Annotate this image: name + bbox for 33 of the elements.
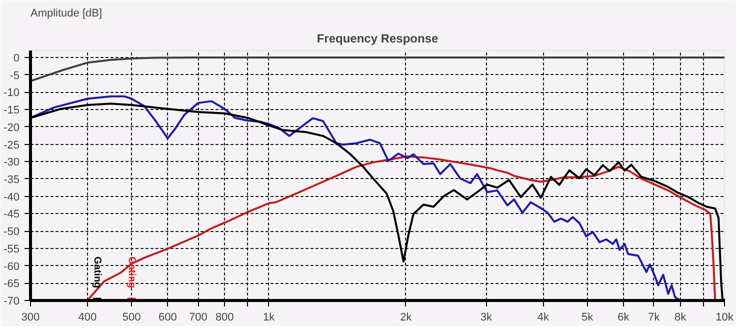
y-tick-label: -50 bbox=[4, 226, 20, 238]
y-axis-title: Amplitude [dB] bbox=[30, 8, 102, 20]
y-tick-label: -35 bbox=[4, 174, 20, 186]
x-tick-label: 300 bbox=[21, 312, 40, 324]
x-tick-label: 400 bbox=[78, 312, 97, 324]
x-tick-label: 6k bbox=[618, 312, 630, 324]
y-tick-label: -60 bbox=[4, 260, 20, 273]
x-tick-label: 500 bbox=[122, 312, 141, 324]
y-tick-label: -55 bbox=[4, 243, 20, 256]
x-tick-label: 4k bbox=[537, 312, 550, 324]
chart-title: Frequency Response bbox=[316, 32, 439, 46]
x-tick-label: 2k bbox=[400, 312, 412, 324]
x-tick-label: 800 bbox=[215, 312, 234, 324]
x-tick-label: 3k bbox=[480, 312, 493, 324]
annotation: Gating bbox=[92, 256, 103, 288]
x-tick-label: 5k bbox=[582, 312, 594, 324]
y-tick-label: -70 bbox=[4, 296, 20, 308]
x-tick-label: 7k bbox=[648, 312, 660, 324]
y-tick-label: 0 bbox=[13, 52, 20, 64]
x-tick-label: 700 bbox=[189, 312, 208, 324]
x-tick-label: 600 bbox=[158, 312, 177, 324]
y-tick-label: -30 bbox=[4, 156, 20, 169]
y-tick-label: -15 bbox=[4, 104, 20, 117]
y-tick-label: -10 bbox=[4, 87, 20, 100]
y-tick-label: -65 bbox=[4, 278, 20, 290]
y-tick-label: -45 bbox=[4, 208, 20, 221]
y-tick-label: -40 bbox=[4, 191, 20, 204]
x-tick-label: 1k bbox=[262, 312, 276, 324]
y-tick-label: -5 bbox=[10, 70, 20, 82]
x-tick-label: 10k bbox=[716, 312, 734, 324]
y-tick-label: -25 bbox=[4, 139, 20, 152]
y-tick-label: -20 bbox=[4, 122, 20, 134]
x-tick-label: 8k bbox=[674, 312, 687, 324]
